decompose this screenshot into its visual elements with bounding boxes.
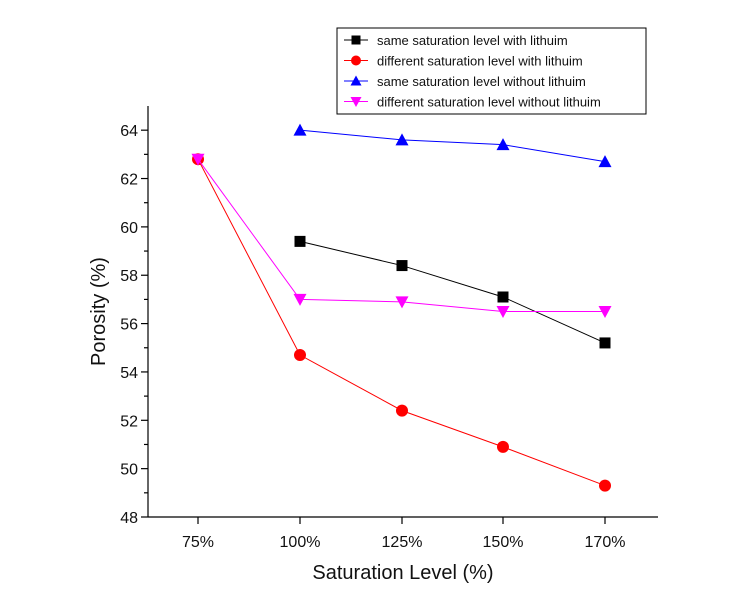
- y-tick-label: 64: [120, 123, 138, 140]
- series-3: [293, 123, 612, 168]
- legend-entry-label: same saturation level without lithuim: [377, 74, 586, 89]
- series-2: [192, 153, 611, 492]
- data-point: [496, 138, 510, 151]
- data-point: [191, 153, 205, 166]
- y-axis-title: Porosity (%): [88, 257, 110, 366]
- y-tick-label: 48: [120, 510, 138, 527]
- series-layer: [191, 123, 612, 492]
- data-point: [293, 293, 307, 306]
- x-axis-title: Saturation Level (%): [312, 562, 493, 584]
- legend-box: [336, 27, 647, 115]
- legend-swatch-marker: [351, 35, 361, 45]
- legend-swatch-marker: [350, 97, 362, 107]
- series-1: [294, 235, 611, 349]
- x-tick-label: 75%: [182, 534, 214, 551]
- y-tick-label: 62: [120, 172, 138, 189]
- x-tick-label: 150%: [483, 534, 524, 551]
- y-tick-label: 56: [120, 317, 138, 334]
- x-tick-label: 170%: [585, 534, 626, 551]
- legend-swatch-marker: [350, 75, 362, 86]
- legend-entry-label: different saturation level with lithuim: [377, 54, 583, 69]
- legend-entry-label: different saturation level without lithu…: [377, 95, 601, 110]
- data-point: [294, 235, 306, 247]
- data-point: [496, 306, 510, 318]
- series-line: [299, 240, 606, 344]
- axes: 48 50 52 54 56 58 60 62 64 75% 100% 125% 150% 170%: [120, 106, 658, 551]
- y-tick-label: 60: [120, 220, 138, 237]
- data-point: [294, 349, 306, 362]
- data-point: [396, 260, 408, 272]
- series-line: [197, 158, 606, 487]
- data-point: [598, 306, 612, 318]
- y-tick-label: 54: [120, 365, 138, 382]
- data-point: [395, 296, 409, 309]
- x-tick-label: 100%: [280, 534, 321, 551]
- data-point: [396, 404, 408, 417]
- data-point: [599, 479, 611, 492]
- x-tick-label: 125%: [382, 534, 423, 551]
- data-point: [599, 337, 611, 349]
- legend: same saturation level with lithuim differ…: [336, 27, 647, 115]
- data-point: [598, 155, 612, 168]
- data-point: [497, 440, 509, 453]
- y-tick-label: 50: [120, 462, 138, 479]
- data-point: [293, 123, 307, 136]
- series-line: [197, 158, 605, 312]
- legend-swatch-marker: [351, 55, 361, 66]
- series-line: [299, 129, 606, 163]
- legend-entry-label: same saturation level with lithuim: [377, 33, 568, 48]
- y-tick-label: 58: [120, 268, 138, 285]
- y-tick-label: 52: [120, 413, 138, 430]
- series-4: [191, 153, 612, 318]
- data-point: [395, 133, 409, 146]
- data-point: [497, 291, 509, 303]
